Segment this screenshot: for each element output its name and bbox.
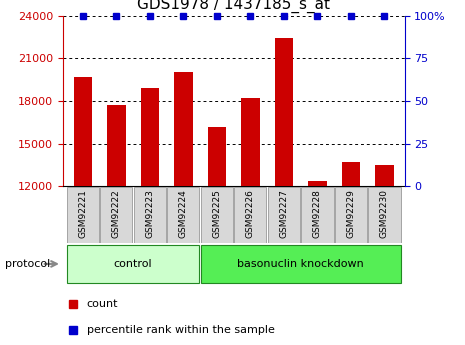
Text: count: count [86, 299, 118, 309]
Bar [275, 38, 293, 186]
Bar [308, 181, 326, 186]
Bar [67, 245, 199, 283]
Bar [368, 187, 400, 243]
Text: percentile rank within the sample: percentile rank within the sample [86, 325, 274, 335]
Bar [301, 187, 333, 243]
Text: GSM92223: GSM92223 [146, 189, 154, 238]
Text: GSM92229: GSM92229 [346, 189, 355, 238]
Text: GSM92230: GSM92230 [380, 189, 389, 238]
Bar [234, 187, 266, 243]
Text: basonuclin knockdown: basonuclin knockdown [237, 259, 364, 269]
Title: GDS1978 / 1437185_s_at: GDS1978 / 1437185_s_at [137, 0, 330, 13]
Bar [174, 72, 193, 186]
Bar [342, 162, 360, 186]
Text: GSM92225: GSM92225 [213, 189, 221, 238]
Bar [134, 187, 166, 243]
Bar [167, 187, 199, 243]
Text: GSM92221: GSM92221 [79, 189, 87, 238]
Bar [375, 165, 394, 186]
Text: GSM92226: GSM92226 [246, 189, 255, 238]
Bar [335, 187, 367, 243]
Bar [241, 98, 259, 186]
Text: protocol: protocol [5, 259, 50, 269]
Text: control: control [114, 259, 153, 269]
Text: GSM92227: GSM92227 [279, 189, 288, 238]
Text: GSM92224: GSM92224 [179, 189, 188, 238]
Bar [201, 187, 233, 243]
Bar [107, 105, 126, 186]
Bar [268, 187, 300, 243]
Bar [73, 77, 92, 186]
Bar [67, 187, 99, 243]
Text: GSM92228: GSM92228 [313, 189, 322, 238]
Bar [141, 88, 159, 186]
Bar [208, 127, 226, 186]
Text: GSM92222: GSM92222 [112, 189, 121, 238]
Bar [201, 245, 400, 283]
Bar [100, 187, 133, 243]
